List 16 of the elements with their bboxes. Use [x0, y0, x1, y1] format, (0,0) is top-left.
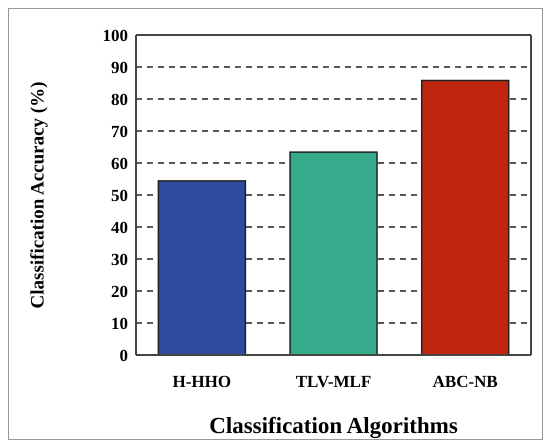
- x-tick-label: H-HHO: [172, 372, 232, 392]
- y-tick-label: 50: [111, 186, 128, 206]
- y-tick-label: 0: [120, 346, 128, 366]
- y-tick-label: 10: [111, 314, 128, 334]
- y-axis-title: Classification Accuracy (%): [28, 82, 49, 308]
- y-tick-label: 20: [111, 282, 128, 302]
- x-tick-label: ABC-NB: [432, 372, 498, 392]
- x-axis-title: Classification Algorithms: [209, 413, 458, 439]
- y-tick-label: 70: [111, 122, 128, 142]
- y-tick-label: 40: [111, 218, 128, 238]
- y-tick-label: 30: [111, 250, 128, 270]
- y-tick-label: 90: [111, 58, 128, 78]
- y-tick-label: 60: [111, 154, 128, 174]
- y-tick-label: 100: [102, 26, 128, 46]
- y-tick-label: 80: [111, 90, 128, 110]
- x-tick-label: TLV-MLF: [296, 372, 372, 392]
